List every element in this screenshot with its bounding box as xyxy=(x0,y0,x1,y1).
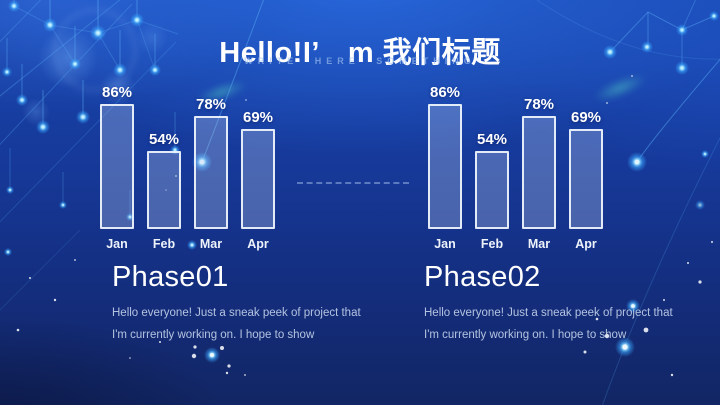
bar-category-label: Mar xyxy=(527,237,551,251)
bar-column: 69% Apr xyxy=(241,109,275,253)
bar-category-label: Apr xyxy=(575,237,597,251)
slide-title: Hello!I’ m 我们标题 xyxy=(219,37,501,70)
bar xyxy=(147,151,181,229)
dashed-divider xyxy=(297,182,409,184)
bar-value-label: 54% xyxy=(148,131,180,148)
bar xyxy=(569,129,603,229)
bar-value-label: 86% xyxy=(101,84,133,101)
bar xyxy=(100,104,134,229)
bar xyxy=(428,104,462,229)
phase01-body: Hello everyone! Just a sneak peek of pro… xyxy=(112,307,361,341)
bar-category-label: Feb xyxy=(480,237,504,251)
bar-column: 54% Feb xyxy=(147,131,181,253)
bar-column: 78% Mar xyxy=(522,96,556,253)
bar-value-label: 86% xyxy=(429,84,461,101)
bar-column: 54% Feb xyxy=(475,131,509,253)
bar xyxy=(475,151,509,229)
bar xyxy=(194,116,228,229)
phase02-body: Hello everyone! Just a sneak peek of pro… xyxy=(424,307,673,341)
bar-chart-phase01: 86% Jan 54% Feb 78% Mar 69% Apr xyxy=(100,84,275,253)
bar-value-label: 54% xyxy=(476,131,508,148)
phase02-section: Phase02 Hello everyone! Just a sneak pee… xyxy=(424,261,690,346)
bar xyxy=(522,116,556,229)
bar-value-label: 78% xyxy=(195,96,227,113)
slide-subtitle: WRITE HERE SOMETHING xyxy=(244,56,476,66)
bar-value-label: 78% xyxy=(523,96,555,113)
bar-category-label: Mar xyxy=(199,237,223,251)
bar xyxy=(241,129,275,229)
bar-column: 78% Mar xyxy=(194,96,228,253)
bar-value-label: 69% xyxy=(570,109,602,126)
bar-column: 86% Jan xyxy=(100,84,134,253)
bar-category-label: Feb xyxy=(152,237,176,251)
bar-chart-phase02: 86% Jan 54% Feb 78% Mar 69% Apr xyxy=(428,84,603,253)
bar-category-label: Jan xyxy=(106,237,128,251)
bar-category-label: Apr xyxy=(247,237,269,251)
phase01-heading: Phase01 xyxy=(112,261,229,293)
bar-column: 69% Apr xyxy=(569,109,603,253)
phase02-heading: Phase02 xyxy=(424,261,541,293)
bar-column: 86% Jan xyxy=(428,84,462,253)
bar-value-label: 69% xyxy=(242,109,274,126)
bar-category-label: Jan xyxy=(434,237,456,251)
phase01-section: Phase01 Hello everyone! Just a sneak pee… xyxy=(112,261,378,346)
